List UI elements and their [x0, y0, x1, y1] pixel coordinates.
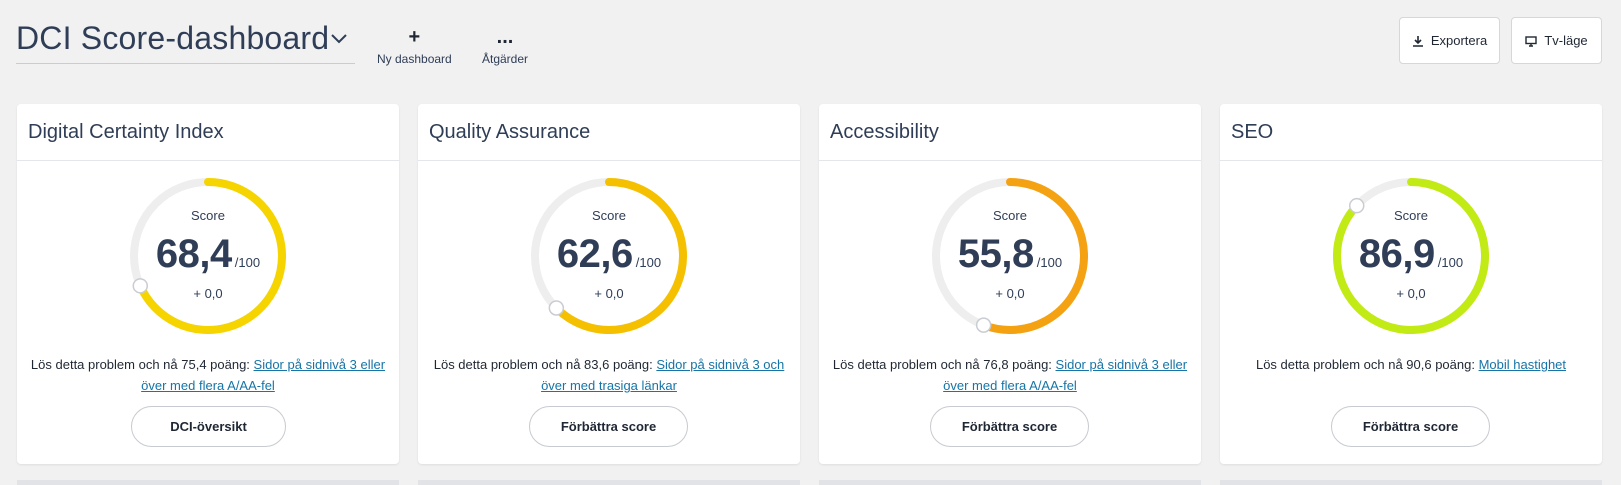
- score-label: Score: [191, 208, 225, 223]
- card-header: SEO: [1220, 104, 1602, 161]
- card-title: Accessibility: [830, 120, 939, 143]
- tip-text: Lös detta problem och nå 75,4 poäng:: [30, 357, 254, 372]
- next-row-edge: [1220, 480, 1602, 485]
- score-label: Score: [993, 208, 1027, 223]
- improvement-tip: Lös detta problem och nå 90,6 poäng: Mob…: [1220, 354, 1602, 375]
- new-dashboard-button[interactable]: + Ny dashboard: [377, 26, 452, 66]
- score-number: 55,8: [957, 232, 1034, 276]
- score-max: /100: [234, 255, 261, 270]
- score-value: 62,6 /100: [531, 232, 687, 277]
- improvement-tip: Lös detta problem och nå 76,8 poäng: Sid…: [819, 354, 1201, 396]
- gauge-knob: [1348, 197, 1365, 214]
- gauge-arc: [979, 178, 1088, 334]
- gauge-ring: [1333, 178, 1489, 334]
- improve-score-button[interactable]: Förbättra score: [529, 406, 688, 447]
- card-title: Digital Certainty Index: [28, 120, 224, 143]
- tip-link[interactable]: Mobil hastighet: [1478, 357, 1567, 372]
- score-delta: + 0,0: [1396, 286, 1426, 301]
- improvement-tip: Lös detta problem och nå 83,6 poäng: Sid…: [418, 354, 800, 396]
- score-number: 62,6: [556, 232, 633, 276]
- next-row-edge: [418, 480, 800, 485]
- score-number: 68,4: [155, 232, 232, 276]
- improve-score-button[interactable]: Förbättra score: [1331, 406, 1490, 447]
- dashboard-select[interactable]: DCI Score-dashboard: [16, 14, 355, 64]
- more-icon: ...: [496, 26, 514, 48]
- tv-mode-label: Tv-läge: [1544, 33, 1588, 48]
- gauge-arc: [136, 178, 286, 334]
- gauge-knob: [548, 300, 565, 316]
- actions-button[interactable]: ... Åtgärder: [482, 26, 529, 66]
- export-button[interactable]: Exportera: [1399, 17, 1500, 64]
- score-gauge: Score 55,8 /100 + 0,0: [932, 178, 1088, 334]
- next-row-edge: [819, 480, 1201, 485]
- score-delta: + 0,0: [594, 286, 624, 301]
- improve-score-button[interactable]: Förbättra score: [930, 406, 1089, 447]
- score-value: 86,9 /100: [1333, 232, 1489, 277]
- gauge-ring: [130, 178, 286, 334]
- score-card-qa: Quality Assurance Score 62,6 /100 + 0,0 …: [418, 104, 800, 464]
- score-card-seo: SEO Score 86,9 /100 + 0,0 Lös detta prob…: [1220, 104, 1602, 464]
- score-gauge: Score 68,4 /100 + 0,0: [130, 178, 286, 334]
- tip-link[interactable]: Sidor på sidnivå 3 och över med trasiga …: [541, 357, 785, 393]
- tip-text: Lös detta problem och nå 90,6 poäng:: [1255, 357, 1479, 372]
- tv-mode-button[interactable]: Tv-läge: [1511, 17, 1602, 64]
- score-gauge: Score 86,9 /100 + 0,0: [1333, 178, 1489, 334]
- score-card-dci: Digital Certainty Index Score 68,4 /100 …: [17, 104, 399, 464]
- score-max: /100: [1437, 255, 1464, 270]
- gauge-knob: [975, 317, 992, 333]
- plus-icon: +: [408, 26, 421, 48]
- tip-text: Lös detta problem och nå 76,8 poäng:: [832, 357, 1056, 372]
- export-label: Exportera: [1430, 33, 1488, 48]
- score-label: Score: [592, 208, 626, 223]
- dashboard-title: DCI Score-dashboard: [16, 20, 330, 56]
- score-max: /100: [635, 255, 662, 270]
- next-row-edge: [17, 480, 399, 485]
- score-label: Score: [1394, 208, 1428, 223]
- download-icon: [1412, 35, 1423, 47]
- card-header: Quality Assurance: [418, 104, 800, 161]
- chevron-down-icon: [331, 34, 347, 44]
- score-value: 68,4 /100: [130, 232, 286, 277]
- card-title: Quality Assurance: [429, 120, 591, 143]
- new-dashboard-label: Ny dashboard: [377, 52, 452, 66]
- score-delta: + 0,0: [193, 286, 223, 301]
- actions-label: Åtgärder: [482, 52, 529, 66]
- score-card-accessibility: Accessibility Score 55,8 /100 + 0,0 Lös …: [819, 104, 1201, 464]
- score-delta: + 0,0: [995, 286, 1025, 301]
- tip-link[interactable]: Sidor på sidnivå 3 eller över med flera …: [943, 357, 1188, 393]
- score-max: /100: [1036, 255, 1063, 270]
- score-gauge: Score 62,6 /100 + 0,0: [531, 178, 687, 334]
- improvement-tip: Lös detta problem och nå 75,4 poäng: Sid…: [17, 354, 399, 396]
- score-number: 86,9: [1358, 232, 1435, 276]
- card-title: SEO: [1231, 120, 1274, 143]
- card-header: Digital Certainty Index: [17, 104, 399, 161]
- card-header: Accessibility: [819, 104, 1201, 161]
- score-value: 55,8 /100: [932, 232, 1088, 277]
- gauge-knob: [132, 278, 149, 294]
- monitor-icon: [1525, 35, 1538, 47]
- dci-overview-button[interactable]: DCI-översikt: [131, 406, 286, 447]
- gauge-ring: [531, 178, 687, 334]
- tip-link[interactable]: Sidor på sidnivå 3 eller över med flera …: [141, 357, 386, 393]
- gauge-ring: [932, 178, 1088, 334]
- gauge-arc: [552, 178, 687, 334]
- tip-text: Lös detta problem och nå 83,6 poäng:: [433, 357, 657, 372]
- gauge-arc: [1333, 178, 1489, 334]
